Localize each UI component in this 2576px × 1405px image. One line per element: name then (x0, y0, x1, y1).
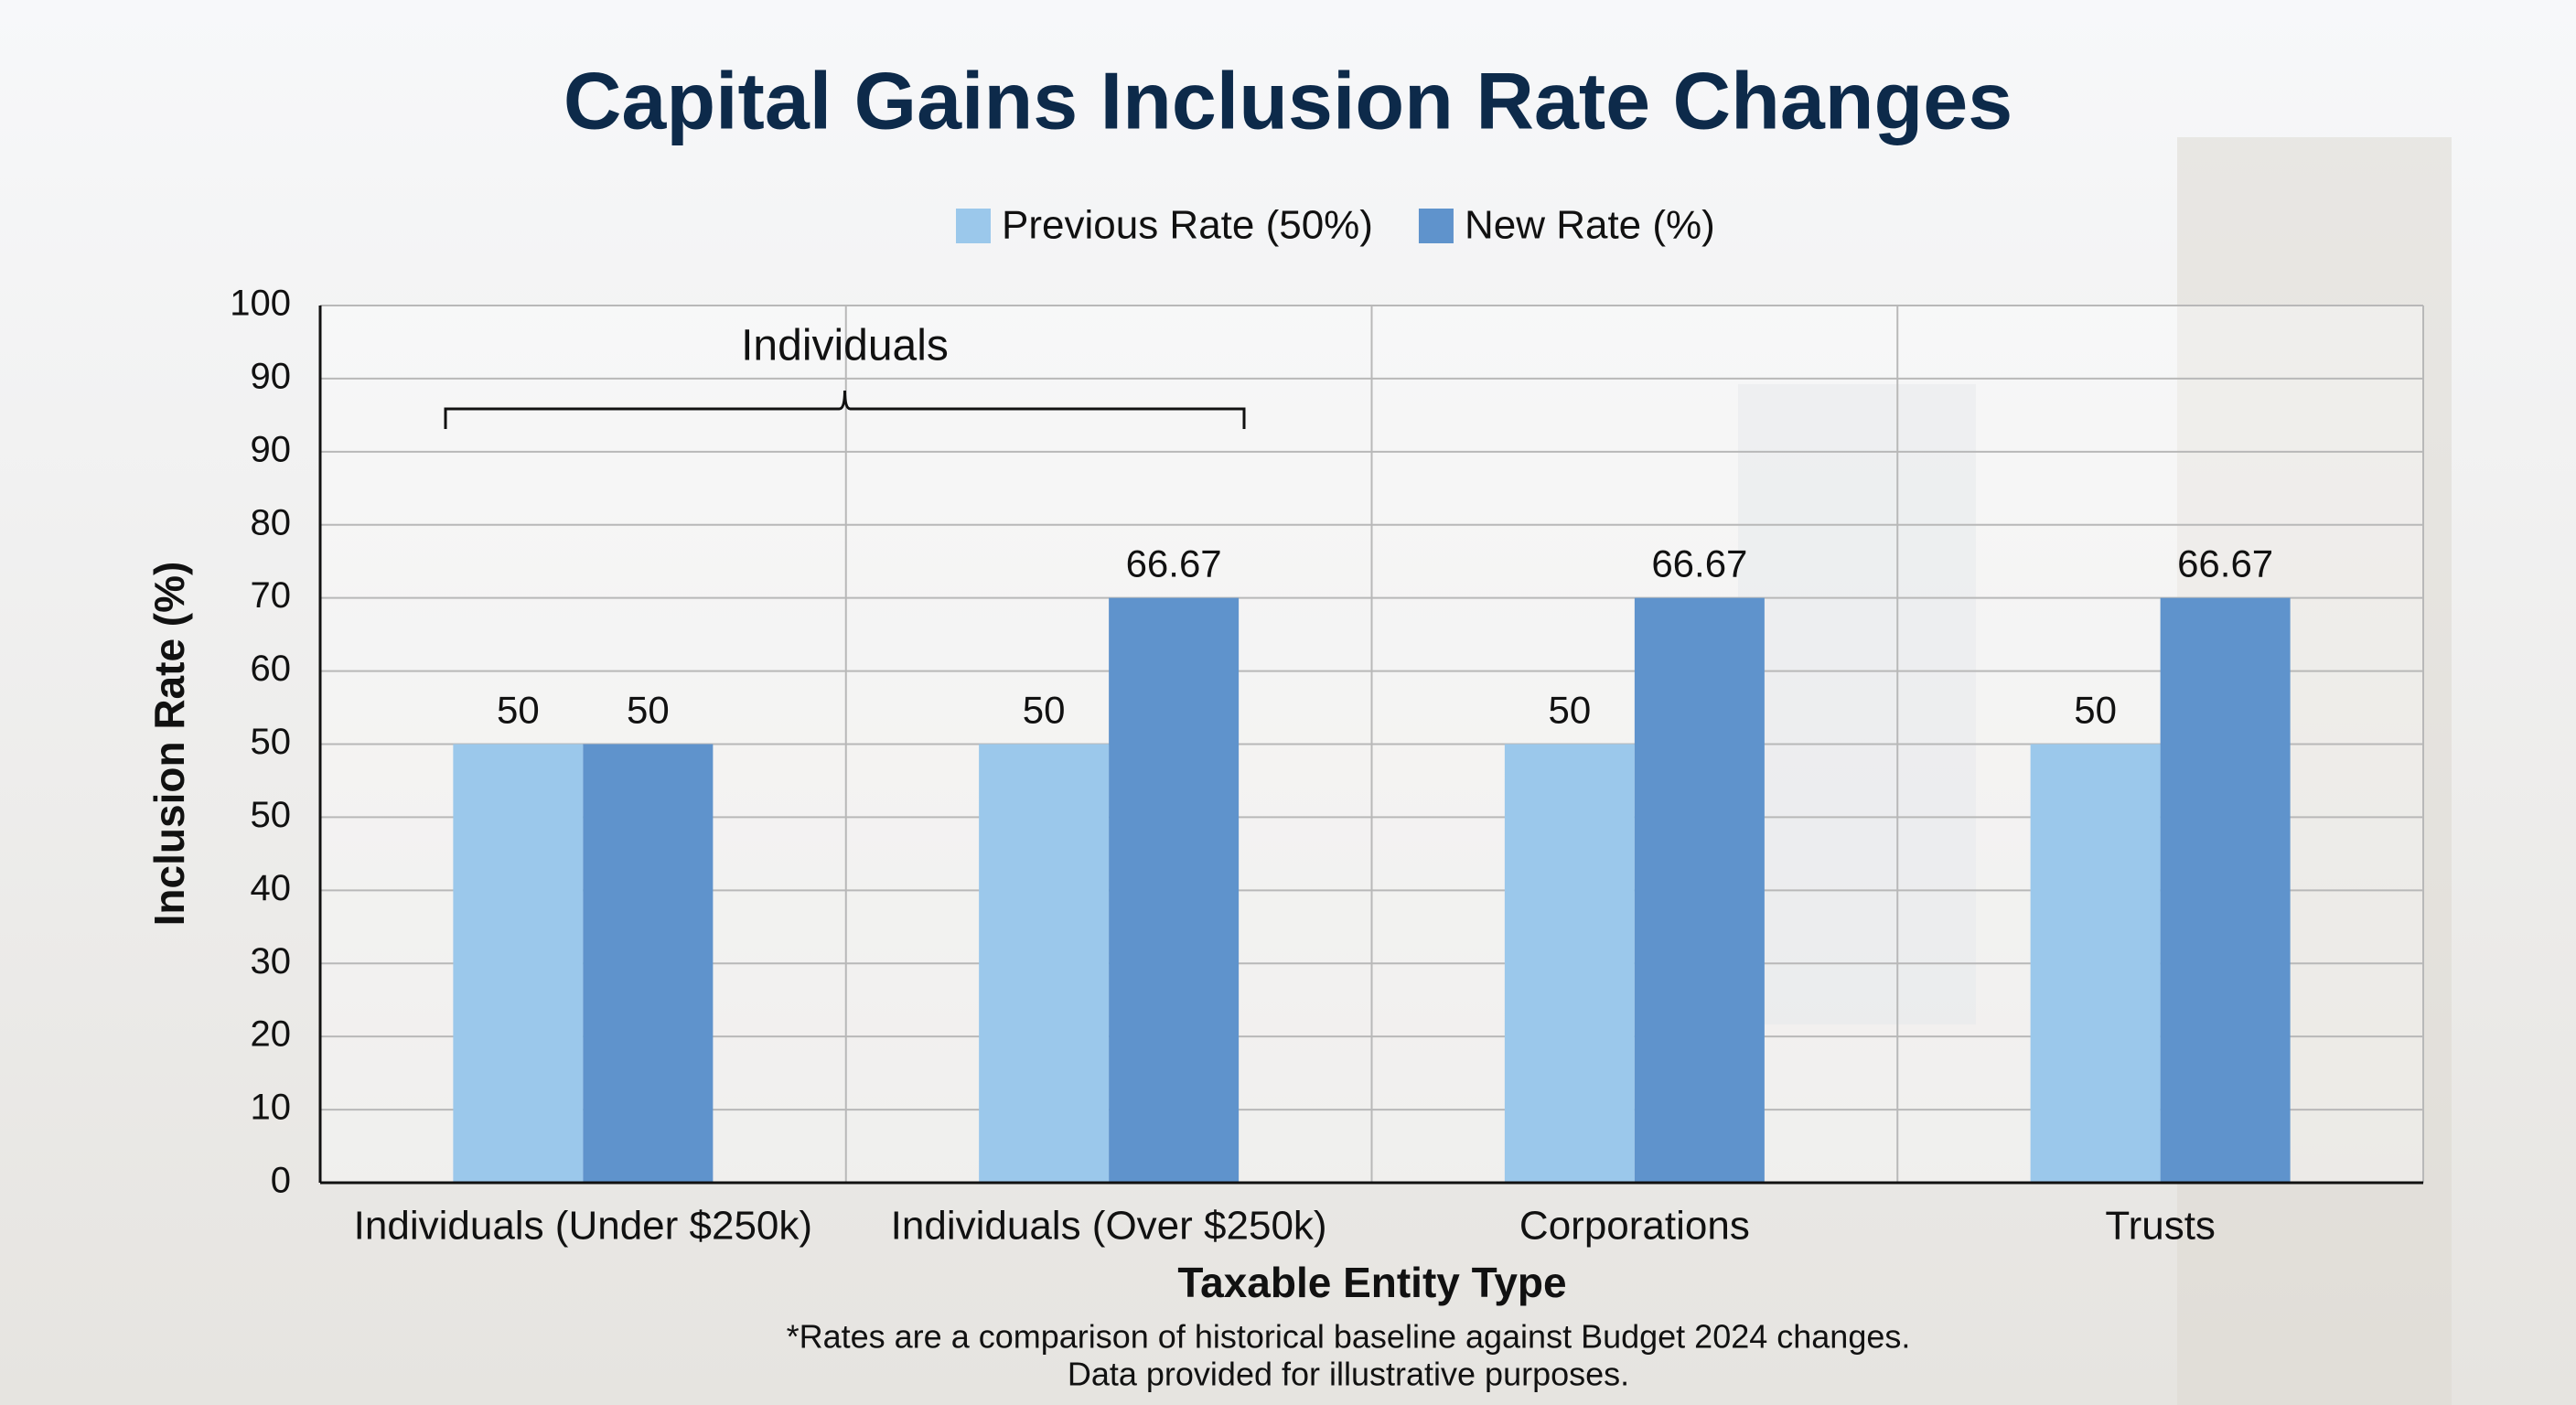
data-label: 66.67 (2177, 542, 2273, 585)
legend-swatch (956, 209, 991, 243)
bar (583, 744, 714, 1183)
footnote: *Rates are a comparison of historical ba… (787, 1318, 1911, 1356)
data-label: 50 (627, 689, 670, 732)
legend-swatch (1418, 209, 1454, 243)
y-tick-label: 20 (251, 1014, 292, 1055)
y-tick-label: 100 (230, 284, 291, 324)
y-axis-title: Inclusion Rate (%) (145, 562, 193, 927)
background-building (1738, 384, 1976, 1024)
bar (2160, 597, 2291, 1183)
bar (2030, 744, 2161, 1183)
legend-label: Previous Rate (50%) (1002, 203, 1373, 248)
y-tick-label: 40 (251, 868, 292, 908)
y-tick-label: 70 (251, 575, 292, 616)
chart-title: Capital Gains Inclusion Rate Changes (564, 55, 2012, 145)
bar (979, 744, 1110, 1183)
data-label: 50 (497, 689, 540, 732)
y-tick-label: 90 (251, 429, 292, 469)
data-label: 66.67 (1126, 542, 1222, 585)
bar (1504, 744, 1635, 1183)
annotation-bracket (444, 390, 1246, 429)
legend-label: New Rate (%) (1465, 203, 1715, 248)
annotation: Individuals (741, 322, 949, 370)
x-axis-title: Taxable Entity Type (1177, 1259, 1566, 1306)
bar (1634, 597, 1765, 1183)
data-label: 50 (2074, 689, 2117, 732)
footnote: Data provided for illustrative purposes. (1068, 1356, 1629, 1393)
y-tick-label: 50 (251, 722, 292, 762)
y-tick-label: 0 (271, 1161, 291, 1201)
y-tick-label: 80 (251, 502, 292, 542)
y-tick-label: 90 (251, 356, 292, 396)
x-tick-label: Trusts (2105, 1204, 2216, 1249)
x-tick-label: Corporations (1519, 1204, 1750, 1249)
y-tick-label: 50 (251, 795, 292, 835)
y-tick-label: 60 (251, 649, 292, 689)
x-tick-label: Individuals (Over $250k) (891, 1204, 1327, 1249)
data-label: 50 (1549, 689, 1592, 732)
y-tick-label: 30 (251, 941, 292, 981)
data-label: 66.67 (1651, 542, 1747, 585)
data-label: 50 (1023, 689, 1066, 732)
x-tick-label: Individuals (Under $250k) (354, 1204, 812, 1249)
bar (1109, 597, 1240, 1183)
bar (453, 744, 584, 1183)
y-tick-label: 10 (251, 1088, 292, 1128)
